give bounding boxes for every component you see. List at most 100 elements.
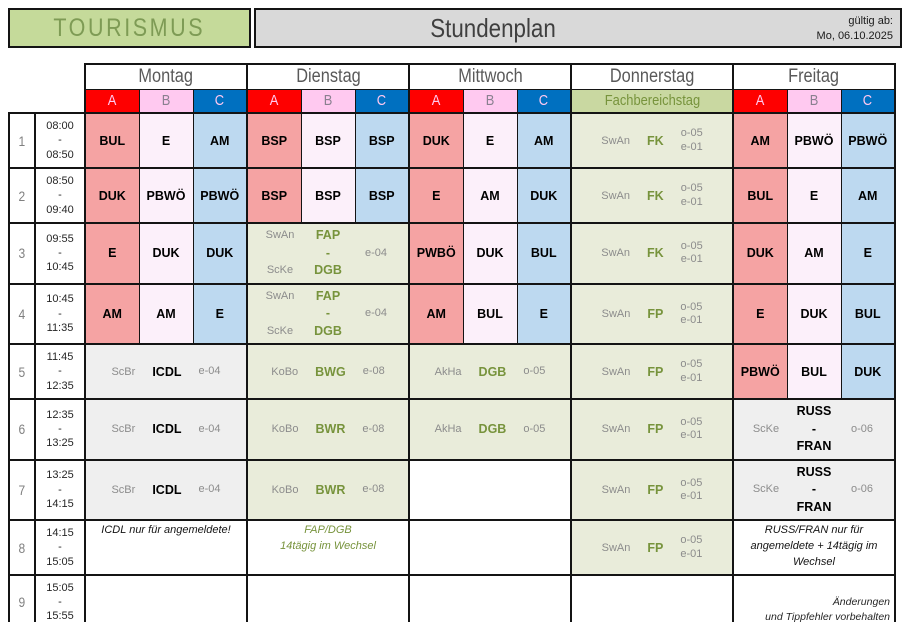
subject-code: E [809,188,819,203]
time-end: 15:05 [46,555,74,568]
lesson-cell: ScBr ICDL e-04 [84,458,248,521]
room-codes: o-05 e-01 [680,477,702,503]
lesson-entry: SwAn FP o-05 e-01 [572,477,732,503]
room-code: o-05 [680,476,703,489]
room-code: e-01 [680,547,703,560]
subject-code: FRAN [796,439,832,453]
subject-code: AM [750,133,770,148]
subject-code: - [811,421,817,436]
subject-cell: AM [138,282,194,345]
subject-code: RUSS [796,404,832,418]
lesson-cell: AkHa DGB o-05 [408,343,572,400]
teacher-code: KoBo [271,483,299,496]
row-number: 8 [8,519,36,576]
teacher-code: SwAn [601,423,631,436]
lesson-entry: SwAn FK o-05 e-01 [572,182,732,208]
subject-code: DGB [314,323,342,338]
empty-cell [246,574,410,622]
subject-code: BSP [368,133,395,148]
room-code: o-05 [680,127,703,140]
subject-cell: E [516,282,572,345]
subject-cell: DUK [462,222,518,284]
group-header-b: B [300,88,356,114]
room-codes: e-08 [363,365,385,378]
subject-code: PWBÖ [416,246,456,261]
subject-cell: BUL [84,112,140,169]
room-code: o-06 [850,483,874,496]
lesson-cell: SwAn FP o-05 e-01 [570,343,734,400]
subject-cell: BSP [300,167,356,224]
teacher-code: ScKe [752,483,780,496]
subject-cell: E [732,282,788,345]
subject-code: BWR [315,482,346,497]
room-codes: o-05 [523,423,545,436]
subject-cell: PBWÖ [786,112,842,169]
group-header-c: C [192,88,248,114]
room-codes: o-05 e-01 [680,301,702,327]
note-line: RUSS/FRAN nur für [764,524,864,536]
timetable-row: 9 15:05 -15:55 Änderungen und Tippfehler vor… [8,574,896,622]
subject-code: BSP [261,133,288,148]
room-code: e-04 [198,483,221,496]
subject-cell: AM [84,282,140,345]
subject-code: AM [804,246,824,261]
group-header-a: A [246,88,302,114]
time-dash: - [58,247,62,260]
room-code: o-05 [523,422,546,435]
room-code: e-01 [680,489,703,502]
room-code: o-05 [680,240,703,253]
subject-code: E [863,246,872,261]
group-header-a: A [732,88,788,114]
subject-code: E [485,133,495,148]
row-number-label: 5 [18,363,26,380]
timetable-row: 5 11:45-12:35 ScBr ICDL e-04 KoBo BWG e-08 AkHa D… [8,343,896,400]
subject-code: PBWÖ [740,364,780,379]
subject-code: FAP [315,288,341,303]
subject-cell: DUK [84,167,140,224]
room-code: o-05 [680,358,703,371]
time-dash: - [58,483,62,496]
day-header-row: Montag Dienstag Mittwoch Donnerstag Frei… [9,63,896,90]
title-box: Stundenplan gültig ab: Mo, 06.10.2025 [254,8,902,48]
subject-cell: BSP [300,112,356,169]
note-line: Änderungen [832,596,890,609]
time-dash: - [58,423,62,436]
note-text: FAP/DGB 14tägig im Wechsel [248,521,408,555]
note-text: RUSS/FRAN nur für angemeldete + 14tägig i… [734,521,894,571]
teacher-code: SwAn [265,229,295,242]
time-range: 09:55 -10:45 [34,222,86,284]
lesson-cell: ScBr ICDL e-04 [84,343,248,400]
subject-code: DUK [422,133,450,148]
subject-code: FRAN [796,499,832,514]
note-line: angemeldete + 14tägig im [750,539,878,552]
empty-cell [570,574,734,622]
day-header-montag: Montag [84,63,248,90]
subject-code: DUK [800,306,828,321]
time-start: 09:55 [46,232,74,245]
room-code: e-01 [680,140,703,153]
subject-code: ICDL [152,422,182,437]
grid3-cell: RUSS ScKe - o-06 FRAN [732,458,896,521]
subject-code: BSP [261,188,288,203]
time-start: 10:45 [46,293,74,306]
lesson-entry: SwAn FAP - e-04 ScKe DGB [248,285,408,344]
group-header-a: A [84,88,140,114]
lesson-entry: RUSS ScKe - o-06 FRAN [734,461,894,520]
subject-code: E [756,306,765,321]
lesson-entry: RUSS ScKe - o-06 FRAN [734,400,894,459]
room-codes: e-04 [198,423,220,436]
time-range: 08:50-09:40 [34,167,86,224]
lesson-entry: SwAn FP o-05 e-01 [572,534,732,560]
note-line: und Tippfehler vorbehalten [765,611,890,622]
subject-cell: DUK [732,222,788,284]
room-code: e-04 [198,364,221,377]
subject-code: AM [426,306,446,321]
group-header-a: A [408,88,464,114]
room-code: o-05 [523,364,546,377]
subject-cell: BUL [732,167,788,224]
empty-cell [408,458,572,521]
brand-label: TOURISMUS [53,13,206,42]
note-cell: ICDL nur für angemeldete! [84,519,248,576]
timetable-row: 1 08:00-08:50 BUL E AM BSP BSP BSP DUK E AM SwAn FK o… [8,112,896,169]
timetable-row: 6 12:35-13:25 ScBr ICDL e-04 KoBo BWR e-08 AkHa D… [8,398,896,460]
